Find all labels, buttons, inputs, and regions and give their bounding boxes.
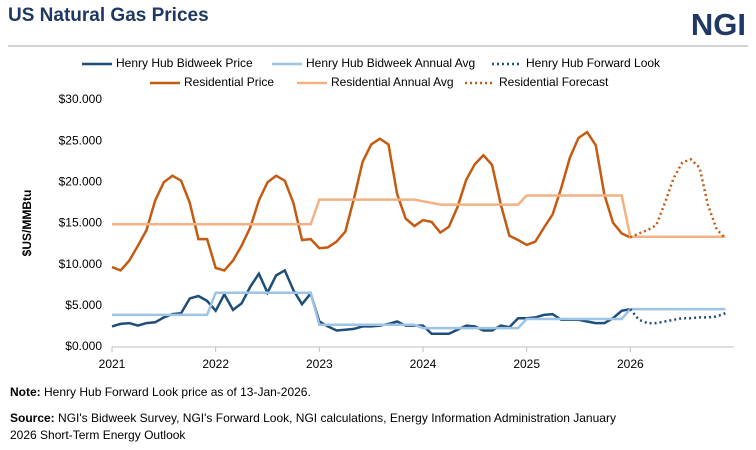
- x-tick-label: 2021: [99, 357, 126, 371]
- x-tick-label: 2023: [306, 357, 333, 371]
- y-tick-label: $5.000: [65, 298, 102, 312]
- series-line: [112, 291, 726, 330]
- legend-label: Henry Hub Bidweek Price: [116, 56, 253, 70]
- series-line: [629, 157, 727, 240]
- source-text: NGI's Bidweek Survey, NGI's Forward Look…: [58, 411, 616, 425]
- legend-label: Residential Price: [184, 75, 274, 89]
- note-text: Henry Hub Forward Look price as of 13-Ja…: [44, 385, 311, 399]
- legend-label: Henry Hub Bidweek Annual Avg: [306, 56, 475, 70]
- series-line: [112, 194, 726, 238]
- y-tick-label: $20.000: [59, 175, 103, 189]
- x-tick-label: 2024: [410, 357, 437, 371]
- y-tick-label: $0.000: [65, 339, 102, 353]
- y-tick-label: $10.000: [59, 257, 103, 271]
- series-line: [629, 308, 726, 325]
- y-tick-label: $30.000: [59, 92, 103, 106]
- legend-label: Residential Forecast: [499, 75, 609, 89]
- source-text: 2026 Short-Term Energy Outlook: [10, 428, 186, 442]
- note-label: Note:: [10, 385, 41, 399]
- series-line: [111, 130, 631, 272]
- x-tick-label: 2022: [202, 357, 229, 371]
- source-label: Source:: [10, 411, 55, 425]
- chart-title: US Natural Gas Prices: [8, 5, 209, 26]
- note: Note: Henry Hub Forward Look price as of…: [10, 385, 311, 399]
- x-tick-label: 2025: [513, 357, 540, 371]
- legend-label: Henry Hub Forward Look: [526, 56, 661, 70]
- source: Source: NGI's Bidweek Survey, NGI's Forw…: [10, 411, 616, 425]
- x-tick-label: 2026: [617, 357, 644, 371]
- y-tick-label: $25.000: [59, 133, 103, 147]
- y-tick-label: $15.000: [59, 216, 103, 230]
- series-line: [111, 268, 631, 336]
- legend-label: Residential Annual Avg: [331, 75, 454, 89]
- logo: NGI: [691, 7, 746, 42]
- y-axis-label: $US/MMBtu: [20, 190, 34, 257]
